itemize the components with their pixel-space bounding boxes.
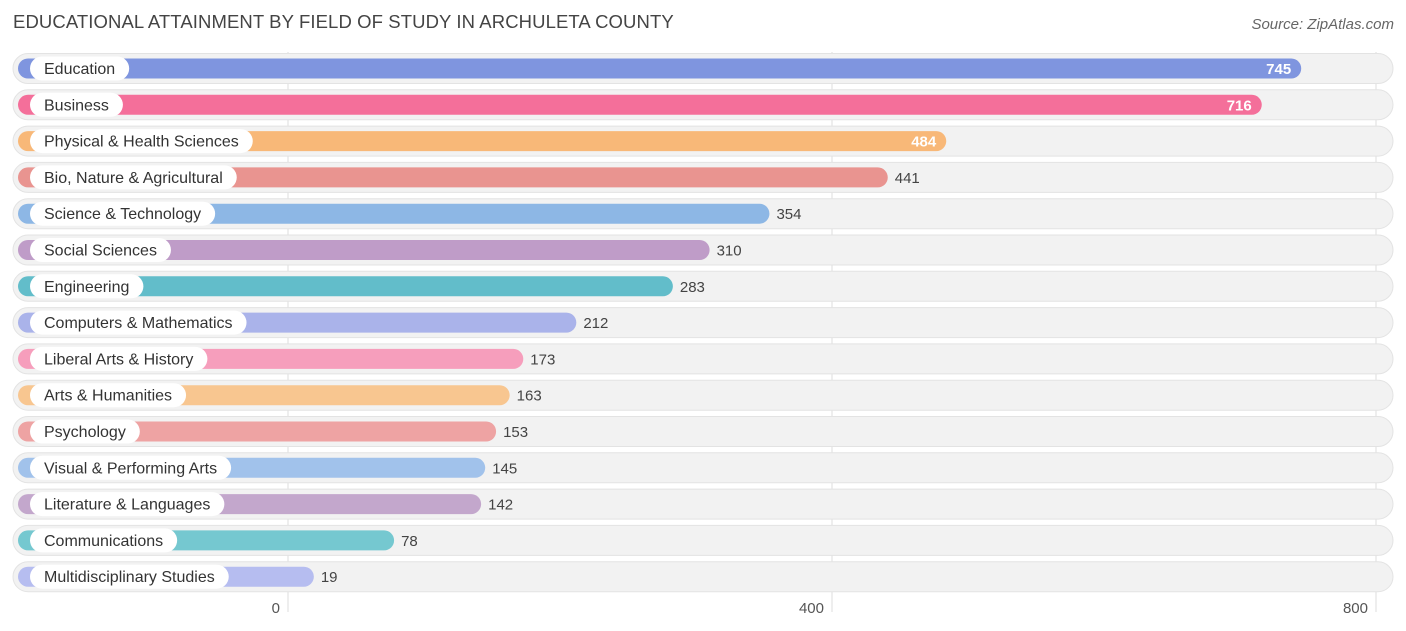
x-axis-ticks: 0 400 800 (272, 600, 1368, 617)
bar-label: Psychology (44, 424, 126, 441)
bar-row: Business 716 (12, 89, 1394, 121)
bar-row: Literature & Languages 142 (12, 488, 1394, 520)
bar-label: Education (44, 61, 115, 78)
bar-row: Multidisciplinary Studies 19 (12, 561, 1394, 593)
bar-label: Computers & Mathematics (44, 315, 233, 332)
source-label: Source: ZipAtlas.com (1251, 16, 1394, 33)
bar-label-pill (30, 165, 237, 190)
bar-label: Bio, Nature & Agricultural (44, 170, 223, 187)
bar-label: Physical & Health Sciences (44, 134, 239, 151)
bar-label-pill (30, 310, 247, 335)
bar-label-pill (30, 419, 140, 444)
bar (18, 94, 1262, 115)
bar-value: 173 (530, 351, 555, 368)
bar-value: 78 (401, 533, 418, 550)
bar-label-pill (30, 346, 208, 371)
bar-row: Bio, Nature & Agricultural 441 (12, 161, 1394, 193)
tick-label: 400 (799, 600, 824, 617)
bar-label-pill (30, 56, 130, 81)
bar-value: 484 (911, 134, 937, 151)
bar-value: 142 (488, 497, 513, 514)
bar-label-pill (30, 92, 123, 117)
bar-row: Communications 78 (12, 524, 1394, 556)
bar-value: 145 (492, 460, 517, 477)
bar-label: Communications (44, 533, 163, 550)
bar-value: 441 (895, 170, 920, 187)
bar (18, 58, 1302, 79)
tick-label: 800 (1343, 600, 1368, 617)
bar-value: 354 (776, 206, 801, 223)
bar-value: 163 (517, 388, 542, 405)
bar-label: Engineering (44, 279, 129, 296)
bar-label: Multidisciplinary Studies (44, 569, 215, 586)
bar-row: Education 745 (12, 53, 1394, 84)
bar-label-pill (30, 455, 232, 480)
bar-row: Computers & Mathematics 212 (12, 307, 1394, 339)
bar-label-pill (30, 129, 253, 154)
bar-label-pill (30, 492, 225, 517)
bar (18, 276, 673, 297)
bar-label-pill (30, 564, 229, 589)
bar-row: Arts & Humanities 163 (12, 379, 1394, 411)
bar-label: Science & Technology (44, 206, 201, 223)
bar-value: 716 (1227, 97, 1252, 114)
bar-label-pill (30, 528, 178, 553)
bar-value: 745 (1266, 61, 1291, 78)
bar-value: 310 (717, 243, 742, 260)
tick-label: 0 (272, 600, 280, 617)
bar-label: Literature & Languages (44, 497, 210, 514)
bar-label: Business (44, 97, 109, 114)
bar-label: Arts & Humanities (44, 388, 172, 405)
bar-label: Visual & Performing Arts (44, 460, 217, 477)
bar (18, 240, 710, 260)
bar-row: Visual & Performing Arts 145 (12, 452, 1394, 484)
bar-track (12, 561, 1394, 593)
bar-row: Physical & Health Sciences 484 (12, 125, 1394, 157)
chart-title: EDUCATIONAL ATTAINMENT BY FIELD OF STUDY… (13, 11, 674, 32)
bar-label: Liberal Arts & History (44, 351, 193, 368)
bar-label-pill (30, 238, 171, 262)
bar-row: Liberal Arts & History 173 (12, 343, 1394, 375)
bar-value: 19 (321, 569, 338, 586)
bar-label-pill (30, 201, 216, 226)
bar-value: 212 (583, 315, 608, 332)
bar-value: 283 (680, 279, 705, 296)
bar-row: Science & Technology 354 (12, 198, 1394, 230)
bar-row: Engineering 283 (12, 270, 1394, 302)
bar-row: Psychology 153 (12, 416, 1394, 447)
bar-row: Social Sciences 310 (12, 234, 1394, 266)
bar-label-pill (30, 383, 187, 408)
bar-label-pill (30, 274, 144, 299)
bar-value: 153 (503, 424, 528, 441)
bar-label: Social Sciences (44, 243, 157, 260)
